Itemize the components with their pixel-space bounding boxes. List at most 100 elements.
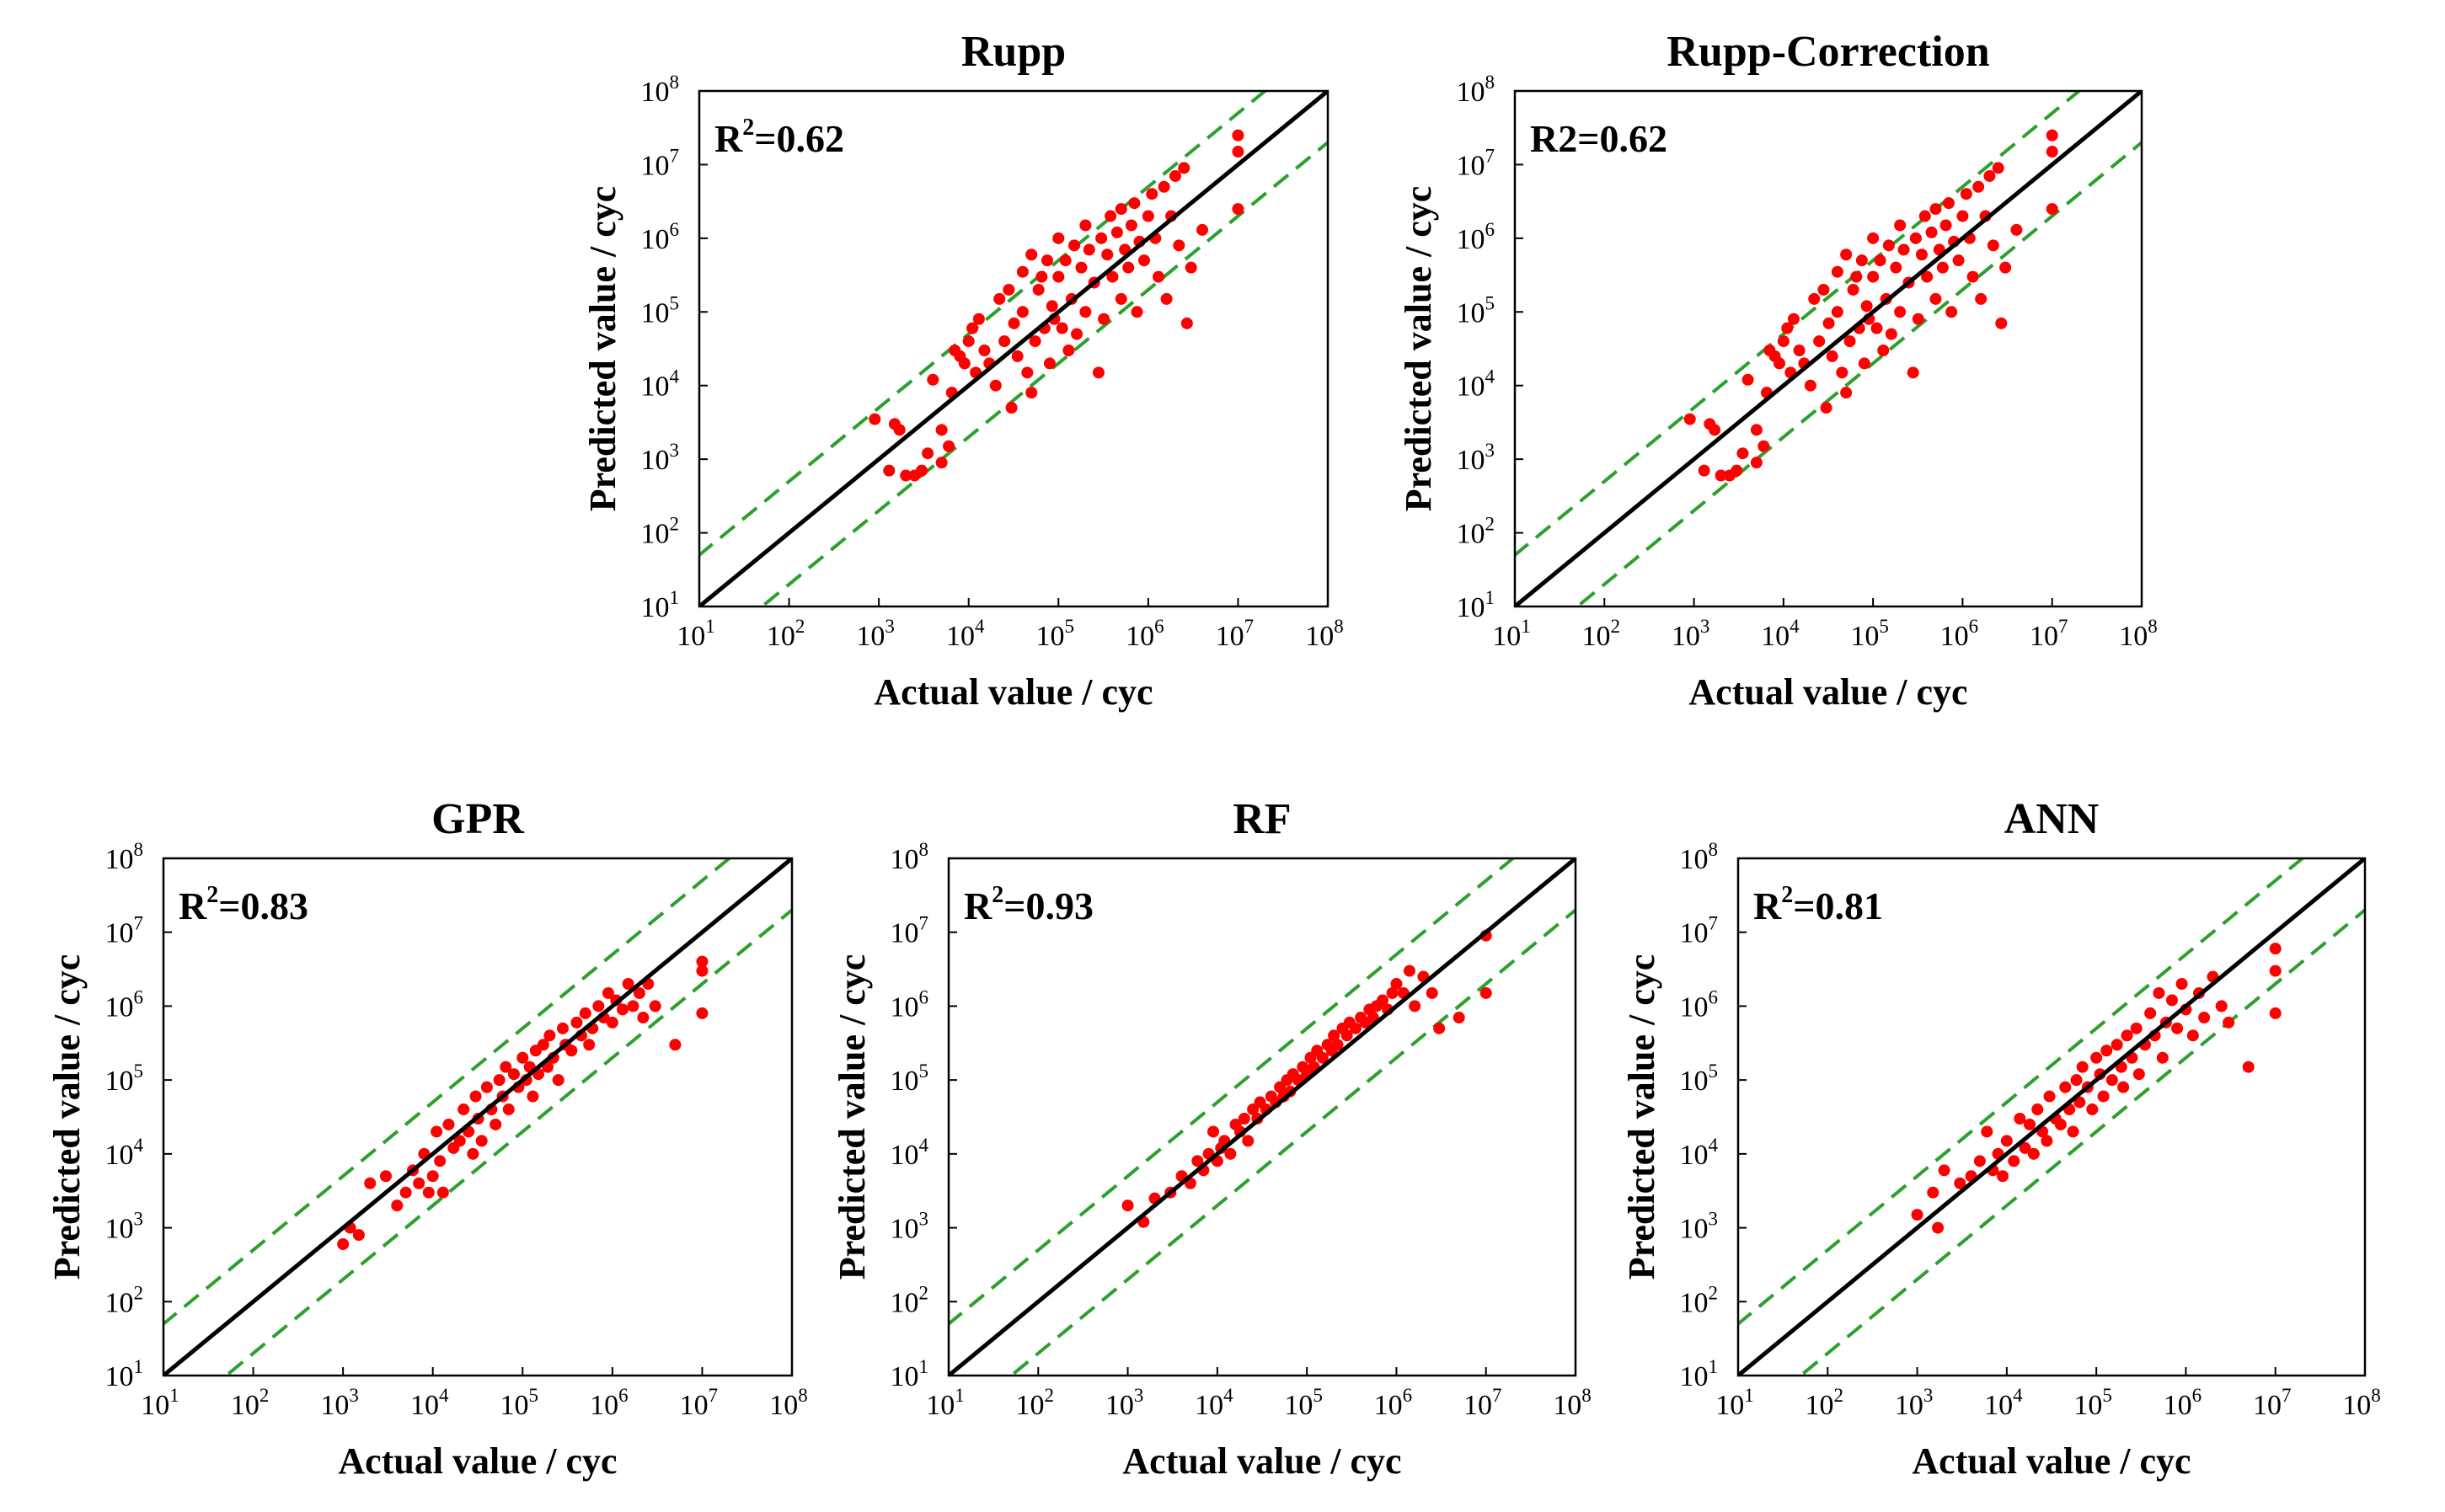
y-tick-label: 104 [1680,1135,1719,1171]
data-point [1938,1164,1950,1177]
data-point [1847,283,1859,296]
y-tick-label: 107 [641,145,680,181]
x-tick-label: 106 [1940,616,1979,652]
data-point [1773,357,1785,370]
data-point [1016,265,1029,278]
data-point [649,1000,661,1012]
data-point [1328,1029,1340,1042]
upper-error-band-line [1738,858,2305,1327]
data-point [1758,440,1770,452]
data-point [1125,219,1137,232]
r-squared-annotation: R2=0.93 [964,882,1094,927]
data-point [1071,328,1083,340]
data-point [1142,210,1154,222]
y-tick-label: 102 [105,1282,144,1318]
data-point [1932,1221,1945,1234]
data-point [1409,1000,1421,1012]
x-tick-label: 108 [2342,1385,2381,1421]
y-tick-label: 101 [641,587,680,623]
plot-frame [1736,857,2367,1377]
x-tick-label: 104 [946,616,985,652]
data-point [2041,1135,2053,1147]
data-point [696,964,709,977]
data-point [1915,248,1928,261]
data-point [2010,223,2023,236]
y-tick-label: 106 [1457,219,1495,255]
data-point [2008,1155,2020,1167]
data-point [1840,387,1853,399]
data-point [1025,387,1038,399]
x-tick-label: 106 [2164,1385,2202,1421]
data-point [1386,986,1399,999]
panel-title: Rupp [961,28,1066,76]
data-point [1808,292,1821,305]
data-point [1083,243,1095,256]
data-point [1137,254,1150,267]
data-point [943,440,955,452]
data-point [2046,129,2058,142]
y-axis-label: Predicted value / cyc [46,954,88,1280]
y-tick-label: 105 [891,1061,929,1097]
data-point [669,1039,682,1051]
data-point [1909,232,1922,244]
data-point [1698,464,1710,477]
data-point [579,1007,591,1019]
ideal-line [1515,91,2142,606]
data-point [1331,1039,1344,1051]
data-point [1992,162,2004,174]
x-tick-label: 106 [1374,1385,1413,1421]
data-point [434,1155,447,1167]
data-point [2090,1051,2103,1064]
data-point [2144,1007,2157,1019]
plot-area [163,858,792,1376]
data-point [1242,1135,1255,1147]
data-point [1079,219,1092,232]
data-point [1877,345,1890,357]
plot-frame [1513,89,2143,608]
data-point [565,1045,578,1057]
data-point [500,1061,512,1073]
y-tick-label: 104 [105,1135,144,1171]
data-point [1146,188,1158,200]
data-point [537,1039,549,1051]
data-point [1068,239,1081,252]
data-point [1224,1147,1237,1160]
y-tick-label: 103 [891,1209,929,1245]
data-point [1062,345,1075,357]
data-point [2117,1081,2130,1093]
y-tick-label: 105 [1457,292,1495,329]
x-tick-label: 102 [1582,616,1621,652]
data-point [1056,322,1068,334]
plot-area [1515,91,2142,606]
y-tick-label: 106 [105,986,144,1023]
data-point [364,1177,377,1189]
upper-error-band-line [163,858,732,1327]
data-point [1890,261,1902,274]
data-point [1860,300,1873,313]
y-tick-label: 102 [891,1282,929,1318]
data-point [1983,169,1996,182]
data-point [1247,1103,1260,1116]
y-tick-label: 108 [641,72,680,108]
data-point [457,1103,470,1116]
data-point [469,1090,482,1103]
data-point [893,424,906,436]
x-tick-label: 105 [1036,616,1075,652]
data-point [442,1118,455,1130]
data-point [2223,1016,2235,1028]
data-point [1781,322,1794,334]
data-point [2186,1029,2199,1042]
data-point [493,1074,506,1087]
x-tick-label: 105 [2073,1385,2112,1421]
x-axis-label: Actual value / cyc [874,671,1153,713]
data-point [1238,1113,1250,1125]
data-point [2031,1103,2044,1116]
data-point [1131,306,1143,318]
data-point [1349,1022,1362,1034]
y-tick-label: 103 [1680,1209,1719,1245]
data-point [1105,210,1117,222]
data-point [1787,313,1800,325]
x-tick-label: 101 [1715,1385,1754,1421]
